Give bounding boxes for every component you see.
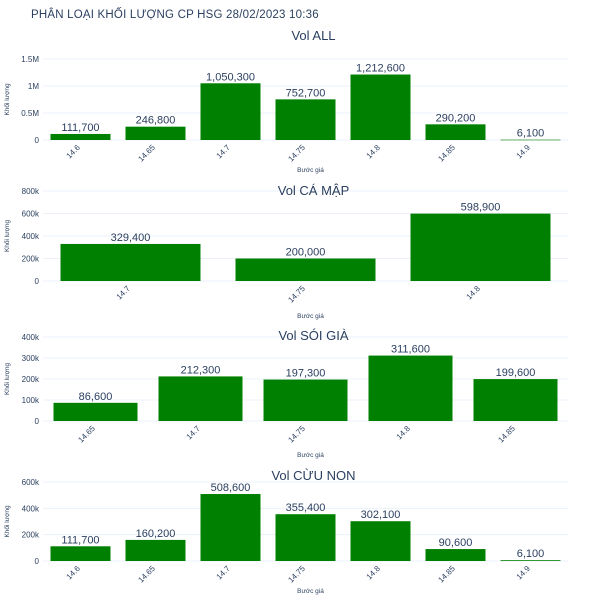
y-tick-label: 600k [22,210,40,219]
bar [350,521,411,561]
bar [50,133,111,140]
x-tick-label: 14.6 [65,564,83,582]
x-tick-label: 14.65 [76,424,97,445]
y-tick-label: 300k [22,354,40,363]
y-tick-label: 200k [22,531,40,540]
x-axis-label: Bước giá [297,313,324,320]
data-label: 86,600 [79,391,113,403]
chart-title: Vol CÁ MẬP [278,183,350,198]
bar [200,494,261,561]
data-label: 6,100 [517,548,545,560]
y-tick-label: 400k [22,504,40,513]
data-label: 1,212,600 [356,63,405,75]
x-tick-label: 14.65 [136,564,157,585]
bar [425,549,486,561]
data-label: 246,800 [136,115,176,127]
x-axis-label: Bước giá [297,588,324,595]
y-axis-label: Khối lượng [2,505,11,537]
bar [500,560,561,561]
y-tick-label: 200k [22,255,40,264]
x-tick-label: 14.75 [286,143,307,164]
bar [275,514,336,561]
bar [158,376,243,421]
data-label: 290,200 [436,112,476,124]
x-tick-label: 14.7 [115,284,133,302]
y-axis-label: Khối lượng [2,83,11,115]
x-tick-label: 14.85 [496,424,517,445]
data-label: 200,000 [286,247,326,259]
y-axis-label: Khối lượng [2,220,11,252]
data-label: 508,600 [211,482,251,494]
x-axis-label: Bước giá [297,167,324,174]
bar [235,258,376,281]
y-tick-label: 100k [22,396,40,405]
data-label: 311,600 [391,344,430,356]
x-tick-label: 14.65 [136,143,157,164]
bar [410,213,551,281]
bar [473,379,558,421]
bar [425,124,486,140]
data-label: 329,400 [111,232,151,244]
data-label: 90,600 [439,537,473,549]
x-tick-label: 14.8 [365,564,383,582]
y-tick-label: 400k [22,333,40,342]
data-label: 752,700 [286,87,326,99]
y-tick-label: 800k [22,187,40,196]
y-tick-label: 0 [35,557,40,566]
data-label: 1,050,300 [206,71,255,83]
data-label: 302,100 [361,509,401,521]
data-label: 197,300 [286,368,326,380]
data-label: 111,700 [61,122,99,134]
x-tick-label: 14.9 [515,564,533,582]
bar [350,74,411,140]
x-tick-label: 14.7 [215,564,233,582]
x-tick-label: 14.9 [515,143,533,161]
y-tick-label: 0 [35,277,40,286]
chart-title: Vol SÓI GIÀ [278,328,348,343]
data-label: 199,600 [496,367,536,379]
bar [53,402,138,421]
x-tick-label: 14.7 [185,424,203,442]
y-tick-label: 1M [28,82,39,91]
x-tick-label: 14.6 [65,143,83,161]
chart-title: Vol ALL [291,28,335,43]
x-tick-label: 14.85 [436,564,457,585]
y-tick-label: 200k [22,375,40,384]
x-tick-label: 14.75 [286,564,307,585]
y-axis-label: Khối lượng [2,363,11,395]
bar [500,139,561,141]
x-tick-label: 14.8 [395,424,413,442]
data-label: 598,900 [461,202,501,214]
bar [368,355,453,421]
chart-title: Vol CỪU NON [271,468,355,483]
data-label: 6,100 [517,128,545,140]
y-tick-label: 1.5M [21,55,39,64]
bar [60,243,201,281]
x-tick-label: 14.75 [286,424,307,445]
x-tick-label: 14.75 [286,284,307,305]
bar [50,546,111,561]
y-tick-label: 400k [22,232,40,241]
y-tick-label: 0.5M [21,109,39,118]
y-tick-label: 600k [22,478,40,487]
bar [263,379,348,421]
y-tick-label: 0 [35,136,40,145]
x-tick-label: 14.8 [465,284,483,302]
y-tick-label: 0 [35,417,40,426]
data-label: 212,300 [181,364,221,376]
page-title: PHÂN LOẠI KHỐI LƯỢNG CP HSG 28/02/2023 1… [31,9,319,21]
x-tick-label: 14.8 [365,143,383,161]
data-label: 111,700 [61,534,99,546]
bar [200,83,261,140]
x-axis-label: Bước giá [297,452,324,459]
data-label: 355,400 [286,502,326,514]
bar [125,539,186,561]
bar [125,126,186,140]
bar [275,99,336,140]
x-tick-label: 14.85 [436,143,457,164]
x-tick-label: 14.7 [215,143,233,161]
data-label: 160,200 [136,528,176,540]
